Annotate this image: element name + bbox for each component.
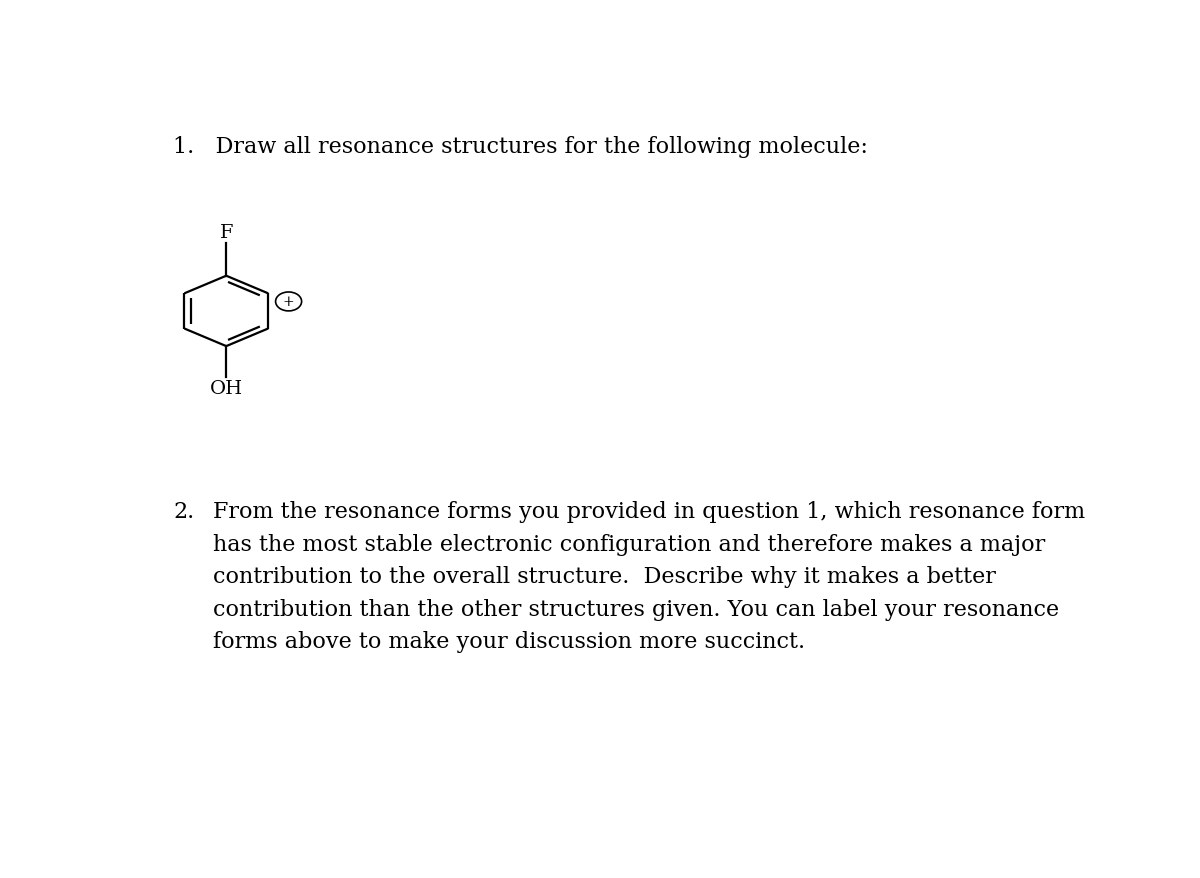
Text: contribution than the other structures given. You can label your resonance: contribution than the other structures g… [214,598,1060,620]
Text: +: + [283,295,294,309]
Text: OH: OH [210,379,242,397]
Text: has the most stable electronic configuration and therefore makes a major: has the most stable electronic configura… [214,533,1045,555]
Text: contribution to the overall structure.  Describe why it makes a better: contribution to the overall structure. D… [214,565,996,587]
Text: From the resonance forms you provided in question 1, which resonance form: From the resonance forms you provided in… [214,500,1085,522]
Text: 1.   Draw all resonance structures for the following molecule:: 1. Draw all resonance structures for the… [173,136,868,158]
Text: 2.: 2. [173,500,194,522]
Text: F: F [220,224,233,242]
Text: forms above to make your discussion more succinct.: forms above to make your discussion more… [214,630,805,652]
